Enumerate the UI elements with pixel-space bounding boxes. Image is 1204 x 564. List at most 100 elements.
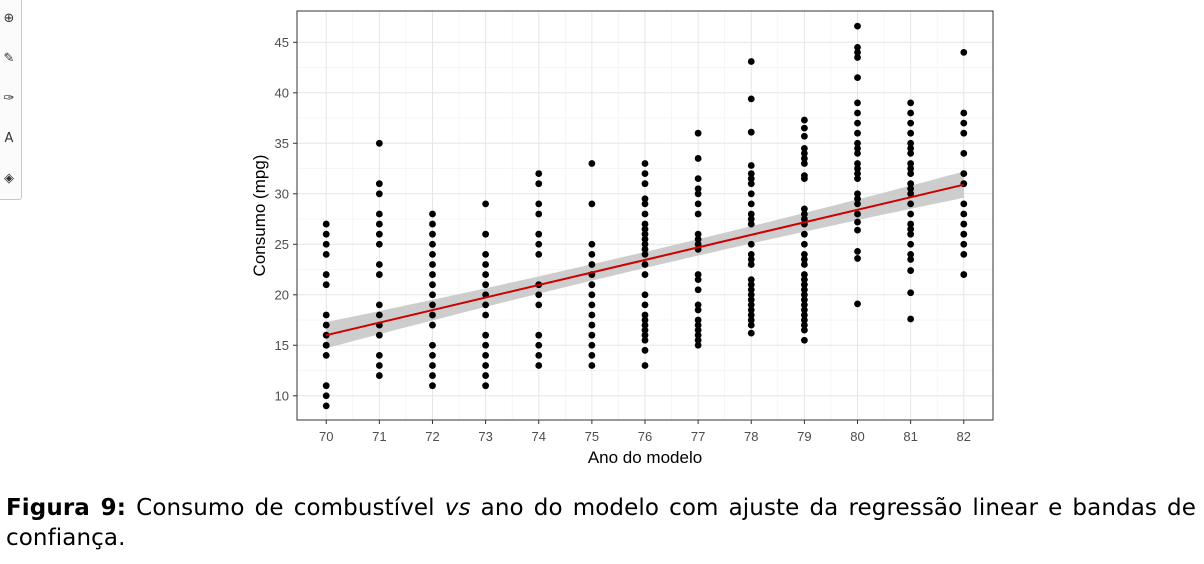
data-point-76 (641, 261, 649, 268)
data-point-80 (854, 119, 861, 127)
annotation-toolbar: ⊕ ✎ ✑ A ◈ (0, 0, 22, 200)
data-point-81 (907, 289, 915, 297)
data-point-81 (907, 256, 915, 263)
data-points (322, 22, 968, 410)
data-point-70 (322, 311, 330, 319)
data-point-73 (482, 331, 490, 339)
data-point-78 (747, 240, 755, 248)
y-tick-label-10: 10 (275, 388, 289, 403)
data-point-81 (907, 180, 915, 188)
data-point-81 (907, 165, 915, 172)
data-point-81 (907, 139, 915, 147)
data-point-82 (960, 200, 968, 208)
data-point-71 (375, 230, 383, 238)
data-point-79 (800, 149, 808, 157)
x-axis-title: Ano do modelo (588, 448, 702, 467)
data-point-76 (641, 311, 649, 319)
data-point-78 (747, 200, 755, 208)
caption-label: Figura 9: (6, 495, 127, 521)
data-point-81 (907, 119, 915, 127)
data-point-76 (641, 195, 649, 203)
data-point-79 (800, 124, 808, 132)
comment-add-icon[interactable]: ⊕ (3, 10, 15, 26)
data-point-82 (960, 119, 968, 127)
text-box-icon[interactable]: A (4, 130, 14, 146)
data-point-73 (482, 250, 490, 258)
data-point-82 (960, 220, 968, 228)
data-point-82 (960, 240, 968, 248)
highlight-icon[interactable]: ◈ (4, 170, 14, 186)
data-point-79 (800, 301, 808, 309)
data-point-76 (641, 220, 649, 228)
data-point-79 (800, 172, 808, 180)
data-point-80 (854, 160, 861, 167)
x-tick-label-70: 70 (319, 429, 333, 444)
data-point-81 (907, 185, 915, 193)
data-point-73 (482, 311, 490, 319)
data-point-80 (854, 226, 861, 234)
data-point-75 (588, 261, 596, 268)
data-point-72 (429, 250, 436, 258)
data-point-79 (800, 326, 808, 334)
data-point-75 (588, 200, 596, 208)
data-point-76 (641, 170, 649, 177)
data-point-82 (960, 250, 968, 258)
data-point-70 (322, 341, 330, 349)
data-point-75 (588, 240, 596, 248)
data-point-81 (907, 230, 915, 238)
data-point-70 (322, 351, 330, 359)
x-tick-label-72: 72 (425, 429, 439, 444)
data-point-74 (535, 170, 543, 177)
data-point-76 (641, 225, 649, 233)
data-point-78 (747, 276, 755, 284)
data-point-77 (694, 326, 702, 334)
data-point-74 (535, 180, 543, 188)
data-point-79 (800, 240, 808, 248)
figure-caption: Figura 9: Consumo de combustível vs ano … (6, 493, 1196, 553)
data-point-81 (907, 267, 915, 274)
data-point-74 (535, 240, 543, 248)
data-point-77 (694, 341, 702, 349)
data-point-77 (694, 235, 702, 243)
data-point-79 (800, 215, 808, 223)
freehand-icon[interactable]: ✑ (3, 90, 15, 106)
data-point-76 (641, 235, 649, 243)
data-point-77 (694, 301, 702, 309)
data-point-75 (588, 341, 596, 349)
data-point-71 (375, 190, 383, 198)
x-tick-label-79: 79 (797, 429, 811, 444)
data-point-74 (535, 301, 543, 309)
data-point-72 (429, 220, 436, 228)
data-point-76 (641, 362, 649, 369)
y-tick-label-20: 20 (275, 287, 289, 302)
data-point-71 (375, 139, 383, 147)
data-point-77 (694, 200, 702, 208)
data-point-80 (854, 54, 861, 61)
data-point-78 (747, 250, 755, 258)
data-point-70 (322, 271, 330, 278)
data-point-79 (800, 144, 808, 152)
data-point-80 (854, 210, 861, 218)
data-point-78 (747, 306, 755, 314)
data-point-74 (535, 351, 543, 359)
data-point-70 (322, 281, 330, 289)
data-point-79 (800, 311, 808, 319)
data-point-76 (641, 346, 649, 354)
data-point-79 (800, 205, 808, 213)
y-tick-label-25: 25 (275, 237, 289, 252)
data-point-77 (694, 190, 702, 198)
data-point-72 (429, 351, 436, 359)
data-point-78 (747, 162, 755, 169)
data-point-81 (907, 210, 915, 218)
data-point-79 (800, 276, 808, 284)
data-point-75 (588, 362, 596, 369)
x-tick-label-77: 77 (691, 429, 705, 444)
data-point-71 (375, 220, 383, 228)
data-point-76 (641, 336, 649, 344)
pen-icon[interactable]: ✎ (3, 50, 15, 66)
data-point-78 (747, 311, 755, 319)
data-point-73 (482, 281, 490, 289)
data-point-70 (322, 382, 330, 390)
data-point-78 (747, 95, 755, 103)
data-point-76 (641, 326, 649, 334)
